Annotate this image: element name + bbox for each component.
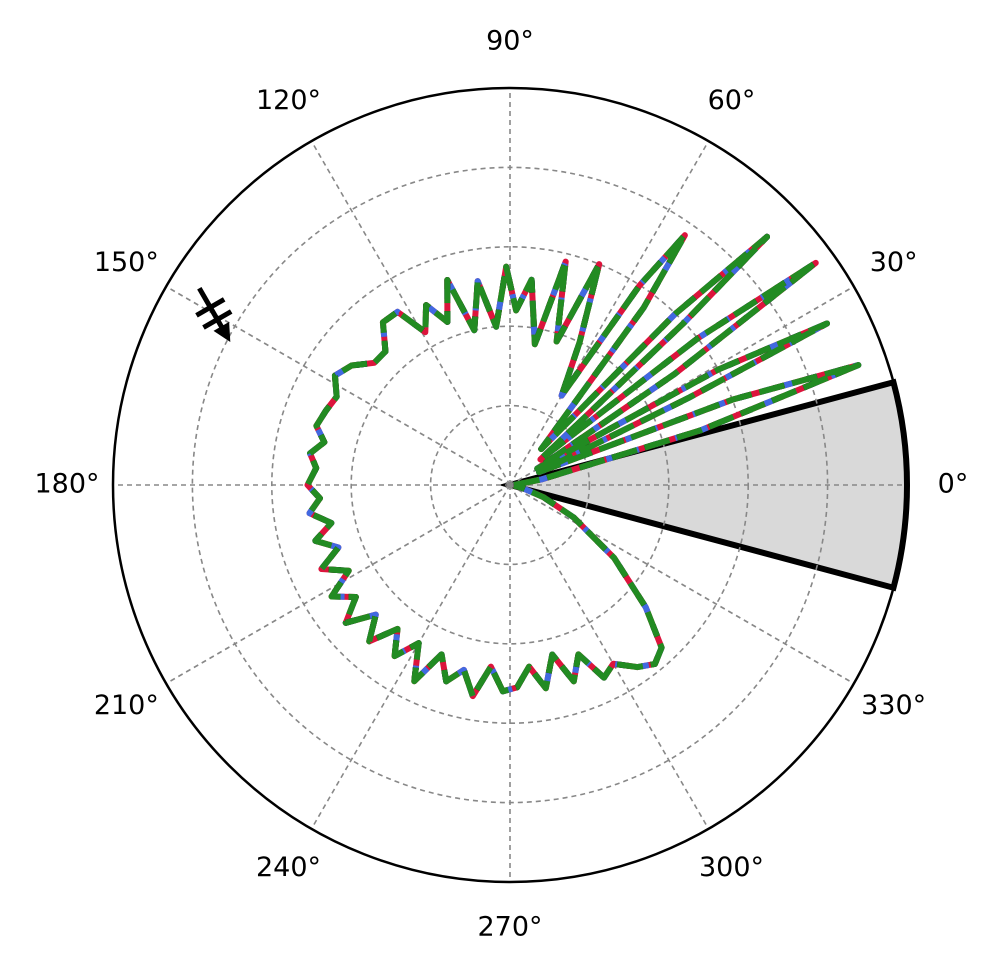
marker-shaft xyxy=(197,287,228,335)
grid-circle xyxy=(350,325,670,645)
x-tick-label: 90° xyxy=(486,26,534,57)
marker xyxy=(195,287,233,343)
marker-head xyxy=(213,321,231,343)
x-tick-label: 210° xyxy=(94,690,159,721)
x-tick-label: 0° xyxy=(938,469,969,500)
x-tick-label: 120° xyxy=(256,85,321,116)
x-tick-label: 150° xyxy=(94,247,159,278)
x-tick-label: 270° xyxy=(477,912,542,943)
marker-bar xyxy=(202,309,233,330)
x-tick-label: 60° xyxy=(708,85,756,116)
x-tick-label: 180° xyxy=(34,469,99,500)
series-line xyxy=(304,232,862,700)
x-tick-label: 240° xyxy=(256,852,321,883)
x-tick-label: 330° xyxy=(861,690,926,721)
grid-spoke xyxy=(310,140,511,486)
polar-frame xyxy=(111,86,909,884)
marker-bar xyxy=(195,297,226,318)
grid-spoke xyxy=(509,484,855,685)
grid-spoke xyxy=(310,484,511,830)
grid-spoke xyxy=(509,484,710,830)
grid-spoke xyxy=(509,140,710,486)
x-tick-label: 300° xyxy=(699,852,764,883)
grid-circle xyxy=(429,404,591,566)
x-tick-label: 30° xyxy=(870,247,918,278)
